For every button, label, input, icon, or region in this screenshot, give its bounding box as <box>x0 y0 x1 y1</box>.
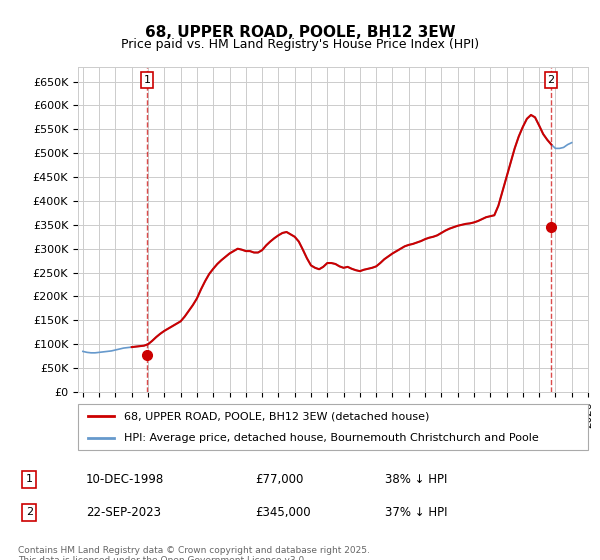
Text: £77,000: £77,000 <box>255 473 303 486</box>
Text: 38% ↓ HPI: 38% ↓ HPI <box>385 473 447 486</box>
Text: £345,000: £345,000 <box>255 506 311 519</box>
Text: 68, UPPER ROAD, POOLE, BH12 3EW (detached house): 68, UPPER ROAD, POOLE, BH12 3EW (detache… <box>124 411 429 421</box>
Text: 22-SEP-2023: 22-SEP-2023 <box>86 506 161 519</box>
Text: 1: 1 <box>143 75 151 85</box>
Text: 68, UPPER ROAD, POOLE, BH12 3EW: 68, UPPER ROAD, POOLE, BH12 3EW <box>145 25 455 40</box>
Text: HPI: Average price, detached house, Bournemouth Christchurch and Poole: HPI: Average price, detached house, Bour… <box>124 433 539 443</box>
Text: 37% ↓ HPI: 37% ↓ HPI <box>385 506 447 519</box>
Text: 2: 2 <box>547 75 554 85</box>
Text: Contains HM Land Registry data © Crown copyright and database right 2025.
This d: Contains HM Land Registry data © Crown c… <box>18 546 370 560</box>
FancyBboxPatch shape <box>78 404 588 450</box>
Text: 1: 1 <box>26 474 33 484</box>
Text: 10-DEC-1998: 10-DEC-1998 <box>86 473 164 486</box>
Text: 2: 2 <box>26 507 33 517</box>
Text: Price paid vs. HM Land Registry's House Price Index (HPI): Price paid vs. HM Land Registry's House … <box>121 38 479 51</box>
